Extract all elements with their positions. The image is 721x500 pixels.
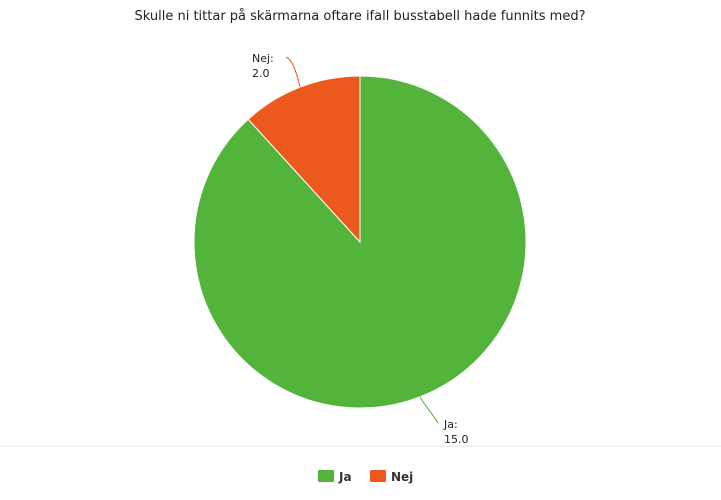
data-label-value-nej: 2.0: [252, 67, 270, 80]
data-label-value-ja: 15.0: [444, 433, 469, 446]
data-label-category-nej: Nej:: [252, 52, 274, 65]
slice-labels: Ja: 15.0 Nej: 2.0: [252, 52, 469, 446]
label-connector-ja: [419, 396, 439, 424]
legend-swatch-nej[interactable]: [370, 470, 386, 482]
pie-slices: [193, 75, 527, 409]
data-label-category-ja: Ja:: [443, 418, 458, 431]
legend-label-ja[interactable]: Ja: [338, 470, 352, 484]
legend: Ja Nej: [318, 470, 413, 484]
label-connector-nej: [285, 56, 301, 88]
pie-slice-nej[interactable]: [247, 75, 361, 244]
legend-swatch-ja[interactable]: [318, 470, 334, 482]
chart-title: Skulle ni tittar på skärmarna oftare ifa…: [135, 9, 586, 24]
legend-label-nej[interactable]: Nej: [391, 470, 413, 484]
